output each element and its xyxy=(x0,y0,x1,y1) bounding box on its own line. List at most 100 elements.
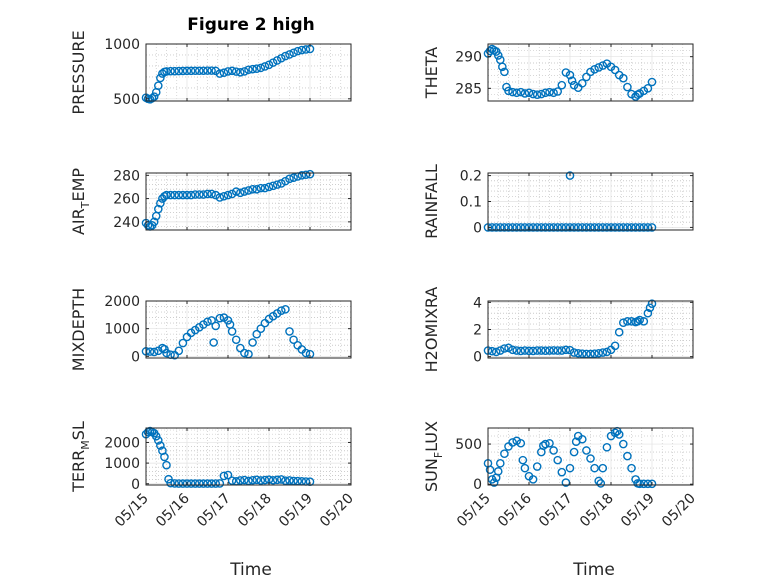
data-point xyxy=(532,90,542,99)
data-point xyxy=(627,317,636,326)
data-point xyxy=(227,66,237,76)
data-point xyxy=(252,475,262,485)
data-point xyxy=(174,190,184,200)
data-point xyxy=(485,46,495,56)
data-point xyxy=(590,463,599,473)
data-point xyxy=(170,479,179,488)
data-point xyxy=(553,87,563,96)
data-point xyxy=(207,66,216,75)
data-point xyxy=(166,66,175,76)
data-point xyxy=(545,438,554,448)
data-point xyxy=(207,316,216,325)
y-axis-label: TERRMSL xyxy=(69,421,92,493)
data-point xyxy=(203,189,212,199)
data-point xyxy=(516,438,526,448)
data-point xyxy=(156,441,165,450)
data-point xyxy=(170,190,179,200)
data-point xyxy=(190,479,200,488)
data-point xyxy=(569,447,579,457)
data-point xyxy=(508,438,517,447)
data-point xyxy=(174,66,184,76)
data-point xyxy=(537,89,546,99)
data-point xyxy=(281,476,290,485)
data-point xyxy=(268,475,278,485)
data-point xyxy=(153,204,163,214)
x-tick-label: 05/19 xyxy=(618,491,658,531)
data-point xyxy=(207,189,216,199)
data-point xyxy=(635,479,645,489)
data-point xyxy=(582,72,591,82)
data-point xyxy=(498,62,507,72)
data-point xyxy=(518,455,528,465)
axes-box xyxy=(145,43,352,102)
y-tick-label: 1000 xyxy=(104,322,140,338)
y-tick-label: 290 xyxy=(455,50,482,66)
data-point xyxy=(156,198,165,208)
y-tick-label: 285 xyxy=(455,81,482,97)
data-point xyxy=(235,476,245,485)
data-point xyxy=(578,223,587,232)
data-point xyxy=(182,190,192,200)
data-point xyxy=(297,45,307,55)
data-point xyxy=(541,88,550,98)
data-point xyxy=(508,87,517,97)
data-point xyxy=(647,479,657,489)
data-point xyxy=(569,348,579,357)
data-point xyxy=(545,223,554,232)
data-point xyxy=(264,182,274,192)
data-point xyxy=(549,346,558,355)
y-tick-label: 0.2 xyxy=(460,169,482,185)
axes-box xyxy=(145,427,352,486)
data-point xyxy=(248,64,257,74)
data-point xyxy=(272,475,282,485)
y-tick-label: 0 xyxy=(473,220,482,236)
subplot-sun-flux: 0 500 SUNFLUX 05/15 05/16 05/17 05/18 05/19 05/2… xyxy=(422,421,699,530)
axes-box xyxy=(487,427,694,486)
data-point xyxy=(166,190,175,200)
axes-box xyxy=(487,43,694,102)
data-point xyxy=(194,479,204,488)
data-point xyxy=(153,436,163,445)
y-tick-label: 1000 xyxy=(104,456,140,472)
x-tick-label: 05/17 xyxy=(536,491,576,531)
data-point xyxy=(289,335,298,345)
data-point xyxy=(541,223,550,232)
data-point xyxy=(485,465,495,475)
data-point xyxy=(153,81,163,90)
y-tick-label: 0 xyxy=(473,477,482,493)
data-point xyxy=(528,89,538,99)
data-point xyxy=(244,186,253,195)
data-point xyxy=(215,479,225,488)
data-point xyxy=(610,428,620,438)
data-point xyxy=(586,454,595,463)
y-tick-label: 240 xyxy=(113,215,140,231)
data-point xyxy=(223,67,233,76)
data-point xyxy=(301,348,311,358)
data-point xyxy=(549,88,558,98)
data-point xyxy=(623,317,632,326)
data-point xyxy=(491,347,501,357)
data-point xyxy=(557,223,567,232)
x-axis-label-left: Time xyxy=(229,560,272,580)
data-point xyxy=(645,303,655,313)
data-point xyxy=(537,223,546,232)
data-point xyxy=(194,66,204,76)
data-point xyxy=(500,223,509,232)
data-point xyxy=(553,346,563,355)
data-point xyxy=(493,467,503,476)
y-tick-label: 2000 xyxy=(104,435,140,451)
data-point xyxy=(240,475,249,485)
data-point xyxy=(190,190,200,199)
data-point xyxy=(623,223,632,232)
data-point xyxy=(627,223,636,232)
data-point xyxy=(614,430,624,439)
data-point xyxy=(619,439,628,449)
data-point xyxy=(248,338,257,347)
data-point xyxy=(256,476,266,485)
x-axis-label-right: Time xyxy=(572,560,615,580)
data-point xyxy=(219,68,229,78)
data-point xyxy=(260,475,270,485)
axes-box xyxy=(145,172,352,231)
data-point xyxy=(549,223,558,232)
data-point xyxy=(500,449,509,458)
